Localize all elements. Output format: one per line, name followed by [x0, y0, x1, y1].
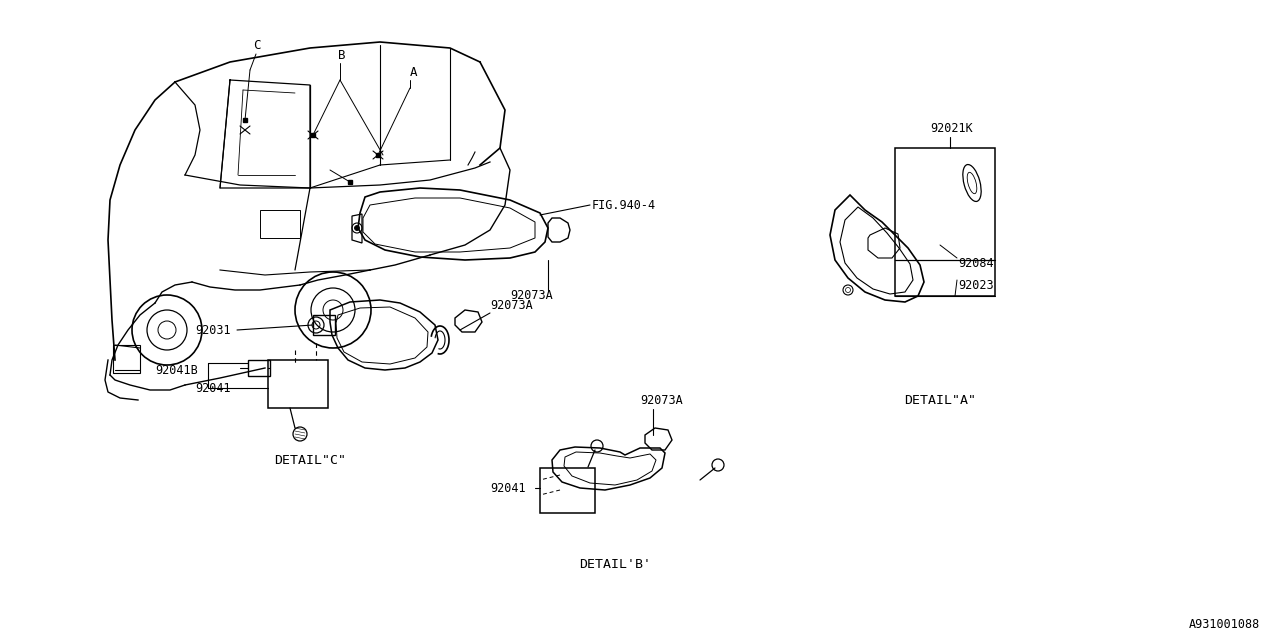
Bar	[540, 468, 595, 513]
Text: DETAIL"A": DETAIL"A"	[904, 394, 977, 406]
Text: 92084: 92084	[957, 257, 993, 269]
Bar	[113, 345, 140, 373]
Text: DETAIL'B': DETAIL'B'	[579, 559, 652, 572]
Text: 92031: 92031	[195, 323, 230, 337]
Bar	[314, 315, 335, 335]
Bar	[268, 360, 328, 408]
Text: C: C	[253, 38, 261, 51]
Text: 92073A: 92073A	[490, 298, 532, 312]
Circle shape	[355, 225, 360, 230]
Text: DETAIL"C": DETAIL"C"	[274, 454, 346, 467]
Text: 92073A: 92073A	[509, 289, 553, 301]
Bar	[248, 360, 270, 376]
Text: A931001088: A931001088	[1189, 618, 1260, 632]
Text: B: B	[338, 49, 346, 61]
Text: A: A	[410, 65, 417, 79]
Text: 92041B: 92041B	[155, 364, 197, 376]
Bar	[895, 148, 995, 296]
Text: FIG.940-4: FIG.940-4	[591, 198, 657, 211]
Text: 92021K: 92021K	[931, 122, 973, 134]
Text: 92023: 92023	[957, 278, 993, 291]
Text: 92073A: 92073A	[640, 394, 682, 406]
Text: 92041: 92041	[195, 381, 230, 394]
Text: 92041: 92041	[490, 481, 526, 495]
Bar	[260, 210, 300, 238]
